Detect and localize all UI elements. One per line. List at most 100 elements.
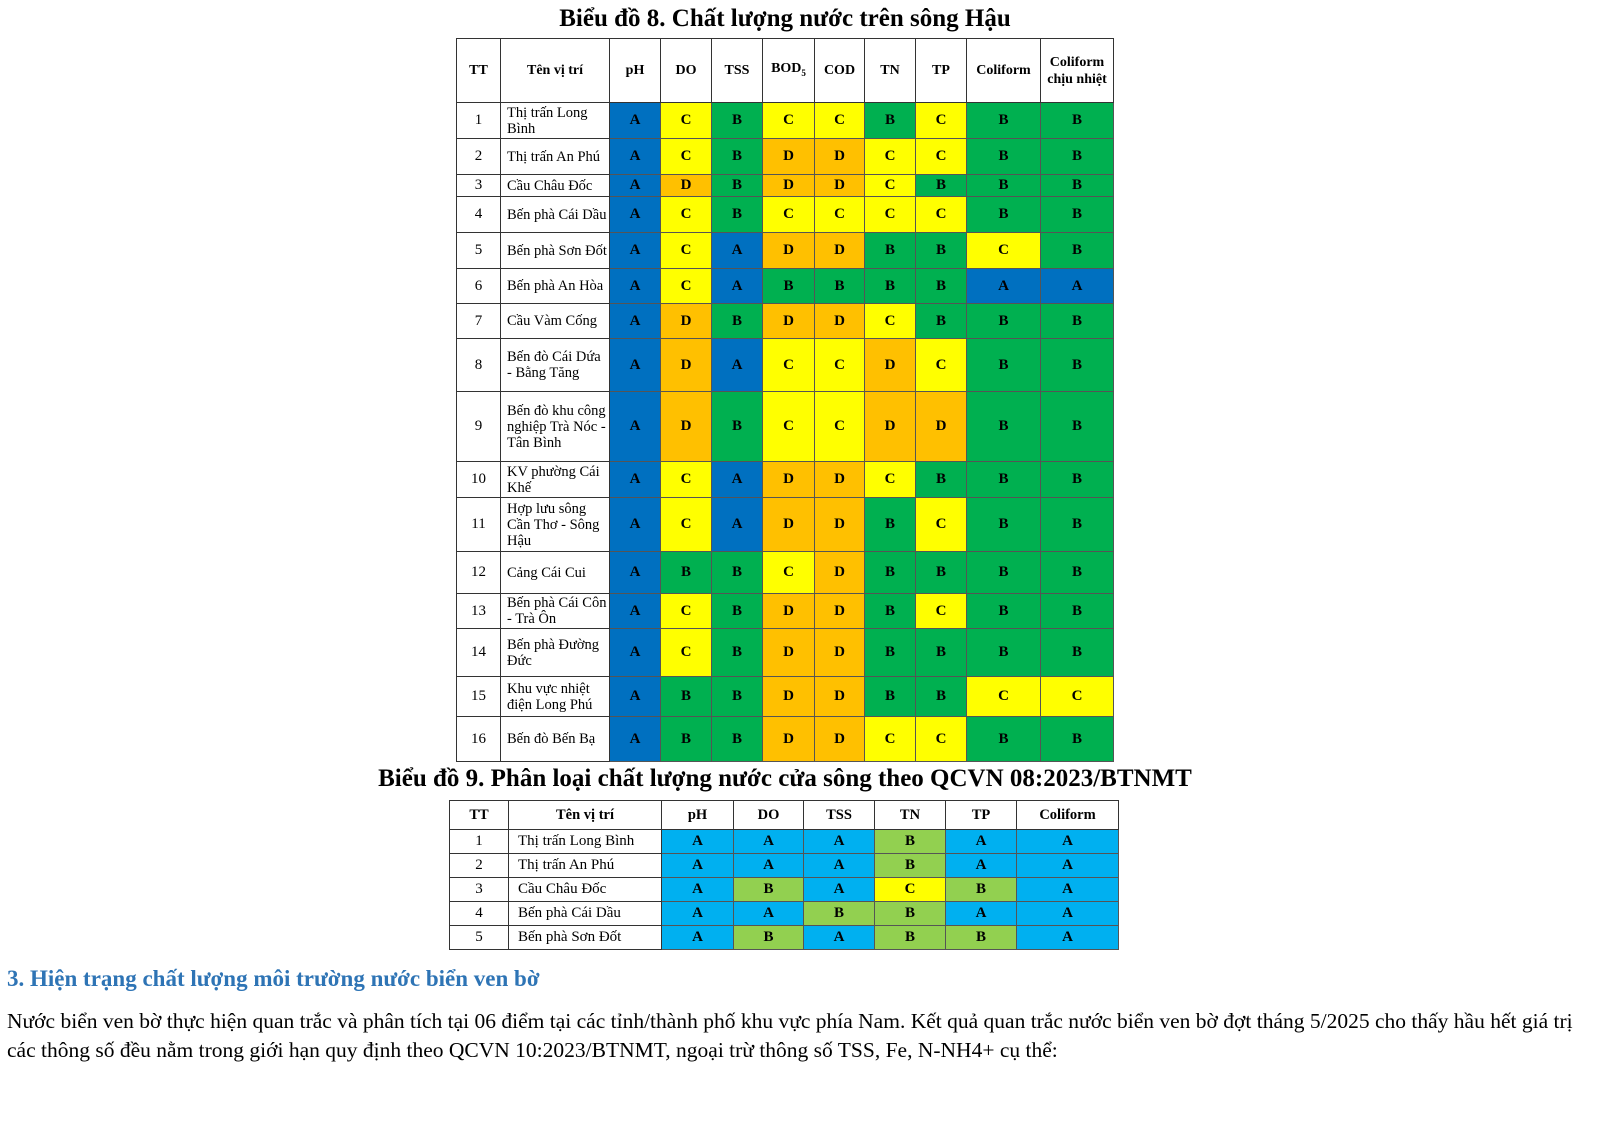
grade-cell: C [864,461,916,498]
grade-cell: A [609,268,661,304]
grade-cell: A [609,303,661,339]
grade-cell: B [660,676,712,717]
grade-cell: A [1016,829,1119,854]
grade-cell: B [762,268,815,304]
grade-cell: C [864,138,916,175]
grade-cell: B [915,461,967,498]
location-name: Cầu Vàm Cống [500,303,610,339]
column-header: TN [864,38,916,103]
grade-cell: A [966,268,1041,304]
location-name: Cầu Châu Đốc [508,877,662,902]
grade-cell: C [915,102,967,139]
grade-cell: D [660,174,712,197]
grade-cell: B [966,138,1041,175]
column-header: Coliform chịu nhiệt [1040,38,1114,103]
grade-cell: B [874,901,946,926]
grade-cell: A [733,853,804,878]
grade-cell: B [1040,138,1114,175]
grade-cell: C [864,716,916,762]
grade-cell: C [915,593,967,629]
grade-cell: B [1040,303,1114,339]
grade-cell: A [803,829,875,854]
table-row: 14 Bến phà Đường Đức A C B D D B B B B [456,628,1114,677]
column-header: TSS [803,800,875,830]
row-number: 9 [456,391,501,462]
grade-cell: A [609,676,661,717]
row-number: 1 [449,829,509,854]
grade-cell: B [1040,174,1114,197]
grade-cell: B [864,232,916,269]
column-header: Coliform [1016,800,1119,830]
row-number: 5 [449,925,509,950]
grade-cell: A [609,551,661,594]
location-name: Thị trấn Long Bình [508,829,662,854]
table-row: 1 Thị trấn Long Bình A A A B A A [449,829,1119,854]
grade-cell: C [660,102,712,139]
grade-cell: C [762,102,815,139]
column-header: DO [660,38,712,103]
grade-cell: B [711,716,763,762]
grade-cell: A [711,338,763,392]
table-row: 2 Thị trấn An Phú A A A B A A [449,853,1119,878]
location-name: Bến đò Bến Bạ [500,716,610,762]
location-name: Thị trấn Long Bình [500,102,610,139]
grade-cell: B [966,593,1041,629]
row-number: 15 [456,676,501,717]
table-row: 4 Bến phà Cái Dầu A C B C C C C B B [456,196,1114,233]
column-header: TP [945,800,1017,830]
grade-cell: B [966,497,1041,552]
grade-cell: D [762,174,815,197]
grade-cell: B [1040,196,1114,233]
grade-cell: B [945,925,1017,950]
grade-cell: B [874,925,946,950]
row-number: 14 [456,628,501,677]
grade-cell: D [814,174,865,197]
grade-cell: C [814,102,865,139]
location-name: Bến phà Cái Dầu [500,196,610,233]
grade-cell: D [814,551,865,594]
grade-cell: D [660,303,712,339]
grade-cell: D [762,497,815,552]
grade-cell: B [966,196,1041,233]
grade-cell: D [814,716,865,762]
grade-cell: A [711,232,763,269]
header-row: TT Tên vị trí pH DO TSS BOD5 COD TN TP Coliform Co… [456,38,1114,103]
grade-cell: B [1040,391,1114,462]
grade-cell: B [864,551,916,594]
grade-cell: B [1040,102,1114,139]
row-number: 2 [449,853,509,878]
table-row: 10 KV phường Cái Khế A C A D D C B B B [456,461,1114,498]
grade-cell: D [814,497,865,552]
grade-cell: C [660,593,712,629]
grade-cell: B [814,268,865,304]
grade-cell: B [733,925,804,950]
grade-cell: D [814,676,865,717]
grade-cell: C [660,268,712,304]
location-name: Bến đò khu công nghiệp Trà Nóc - Tân Bìn… [500,391,610,462]
grade-cell: D [814,232,865,269]
row-number: 1 [456,102,501,139]
grade-cell: B [966,338,1041,392]
chart9-title: Biểu đồ 9. Phân loại chất lượng nước cửa… [378,765,1192,792]
grade-cell: A [803,853,875,878]
row-number: 10 [456,461,501,498]
grade-cell: D [762,593,815,629]
grade-cell: C [864,303,916,339]
grade-cell: A [803,925,875,950]
grade-cell: A [661,853,734,878]
grade-cell: A [945,829,1017,854]
grade-cell: A [609,338,661,392]
grade-cell: D [762,716,815,762]
column-header: TT [456,38,501,103]
grade-cell: C [915,716,967,762]
grade-cell: C [915,338,967,392]
grade-cell: A [803,877,875,902]
row-number: 4 [456,196,501,233]
row-number: 13 [456,593,501,629]
grade-cell: B [711,196,763,233]
location-name: Bến phà Sơn Đốt [508,925,662,950]
column-header: pH [661,800,734,830]
grade-cell: C [915,138,967,175]
grade-cell: B [915,628,967,677]
grade-cell: B [711,628,763,677]
